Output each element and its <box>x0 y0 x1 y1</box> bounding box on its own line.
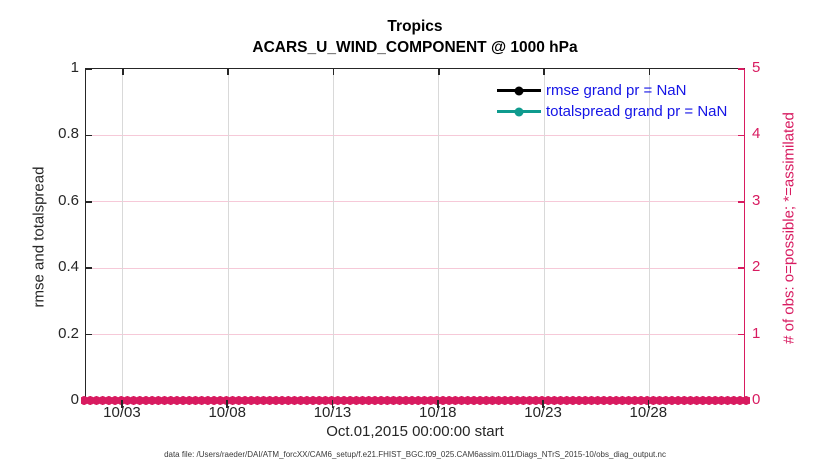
left-y-tick-label: 0 <box>70 391 79 408</box>
right-tick <box>738 68 744 70</box>
bottom-tick <box>647 400 650 408</box>
right-y-tick-label: 1 <box>752 324 761 342</box>
right-y-tick-label: 0 <box>752 391 761 408</box>
top-tick <box>227 69 229 75</box>
h-gridline <box>86 134 744 136</box>
right-tick <box>738 134 744 137</box>
top-tick <box>438 69 440 75</box>
legend: rmse grand pr = NaN totalspread grand pr… <box>497 80 727 122</box>
chart-subtitle: ACARS_U_WIND_COMPONENT @ 1000 hPa <box>252 39 578 56</box>
x-tick-label: 10/28 <box>629 404 668 421</box>
chart-title: Tropics <box>387 18 443 35</box>
right-axis-label: # of obs: o=possible; *=assimilated <box>780 112 798 344</box>
right-tick <box>738 333 744 336</box>
right-y-tick-label: 5 <box>752 59 761 76</box>
right-tick <box>738 201 744 203</box>
bottom-tick <box>121 400 123 408</box>
top-tick <box>122 69 124 75</box>
legend-label-totalspread: totalspread grand pr = NaN <box>546 103 728 120</box>
x-tick-label: 10/03 <box>103 404 141 421</box>
v-gridline <box>122 69 124 399</box>
left-tick <box>86 333 92 336</box>
v-gridline <box>543 69 545 399</box>
legend-entry-rmse: rmse grand pr = NaN <box>497 80 727 101</box>
h-gridline <box>86 201 744 203</box>
right-tick <box>738 267 744 269</box>
bottom-tick <box>331 400 334 408</box>
left-tick <box>86 201 92 203</box>
left-y-tick-label: 0.2 <box>58 324 79 342</box>
left-tick <box>86 134 92 137</box>
legend-marker-totalspread-icon <box>497 106 541 117</box>
legend-dot-rmse-icon <box>514 86 524 95</box>
legend-marker-rmse-icon <box>497 85 541 96</box>
right-y-tick-label: 2 <box>752 258 761 276</box>
bottom-tick <box>226 400 228 408</box>
left-y-tick-label: 0.4 <box>58 258 79 276</box>
bottom-tick <box>437 400 439 408</box>
h-gridline <box>86 267 744 269</box>
legend-entry-totalspread: totalspread grand pr = NaN <box>497 101 727 122</box>
assimilated-obs-markers <box>81 393 750 407</box>
top-tick <box>648 69 651 75</box>
x-axis-label: Oct.01,2015 00:00:00 start <box>326 423 504 440</box>
v-gridline <box>227 69 229 399</box>
left-y-tick-label: 1 <box>70 59 79 76</box>
h-gridline <box>86 334 744 336</box>
bottom-tick <box>542 400 544 408</box>
top-tick <box>332 69 335 75</box>
top-tick <box>543 69 545 75</box>
data-file-caption: data file: /Users/raeder/DAI/ATM_forcXX/… <box>164 450 666 459</box>
x-tick-label: 10/23 <box>524 404 562 421</box>
right-y-tick-label: 4 <box>752 125 761 143</box>
x-tick-label: 10/18 <box>418 404 457 421</box>
left-tick <box>86 267 92 269</box>
x-tick-label: 10/08 <box>208 404 246 421</box>
legend-label-rmse: rmse grand pr = NaN <box>546 82 687 99</box>
v-gridline <box>333 69 334 399</box>
x-tick-label: 10/13 <box>313 404 352 421</box>
v-gridline <box>438 69 440 399</box>
left-y-tick-label: 0.6 <box>58 191 79 209</box>
left-y-tick-label: 0.8 <box>58 125 79 143</box>
left-tick <box>86 68 92 70</box>
legend-dot-totalspread-icon <box>514 107 524 116</box>
right-y-tick-label: 3 <box>752 191 761 209</box>
v-gridline <box>648 69 650 399</box>
title-block: Tropics ACARS_U_WIND_COMPONENT @ 1000 hP… <box>0 16 830 58</box>
left-axis-label: rmse and totalspread <box>30 166 48 308</box>
